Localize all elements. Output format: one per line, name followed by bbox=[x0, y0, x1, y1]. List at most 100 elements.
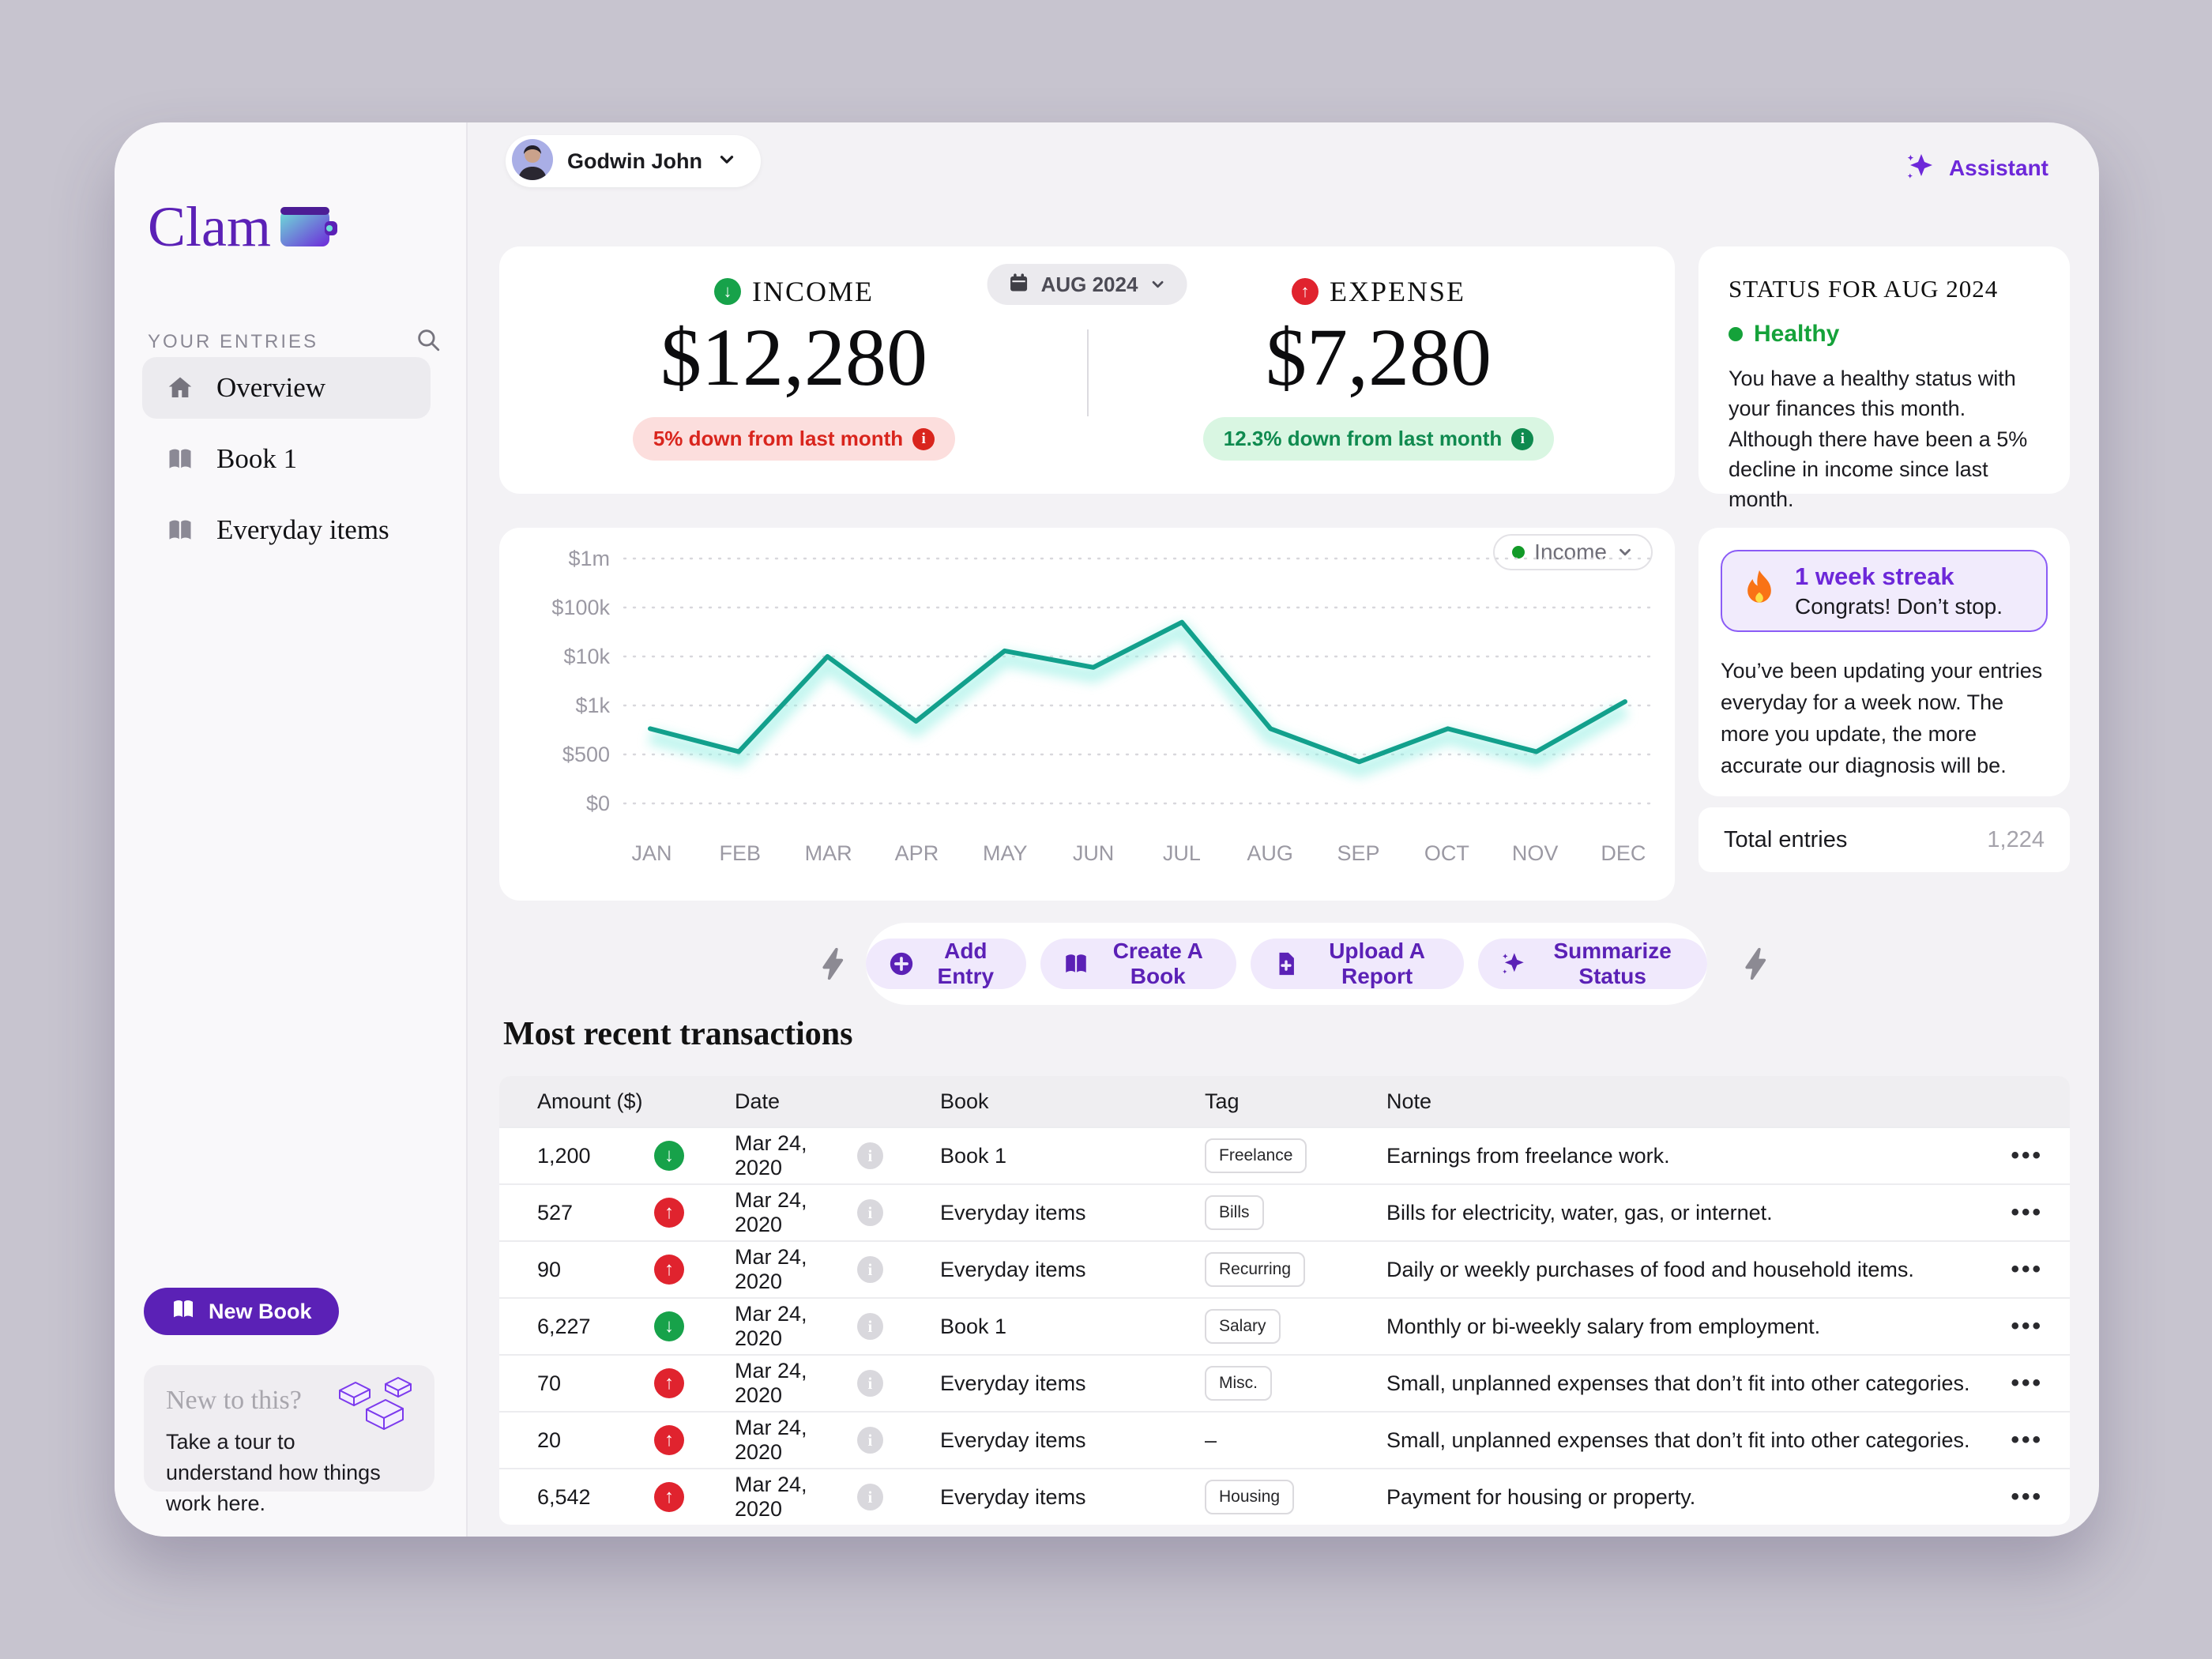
column-header-amount: Amount ($) bbox=[537, 1089, 643, 1113]
entries-header: YOUR ENTRIES bbox=[148, 326, 442, 357]
table-row[interactable]: 90 Mar 24, 2020 i Everyday items Recurri… bbox=[499, 1240, 2070, 1297]
chevron-down-icon bbox=[1152, 280, 1164, 288]
expense-value: $7,280 bbox=[1266, 312, 1492, 403]
expense-summary: ↑ EXPENSE $7,280 12.3% down from last mo… bbox=[1157, 275, 1600, 461]
expense-arrow-icon: ↑ bbox=[1291, 278, 1319, 305]
expense-change-badge[interactable]: 12.3% down from last month i bbox=[1202, 417, 1555, 461]
user-menu[interactable]: Godwin John bbox=[506, 135, 761, 187]
x-tick-label: OCT bbox=[1424, 841, 1469, 865]
direction-arrow-icon bbox=[654, 1255, 684, 1285]
direction-arrow-icon bbox=[654, 1198, 684, 1228]
info-icon[interactable]: i bbox=[856, 1370, 883, 1397]
y-tick-label: $0 bbox=[585, 792, 610, 815]
income-chart-svg bbox=[623, 557, 1653, 805]
income-summary: ↓ INCOME $12,280 5% down from last month… bbox=[573, 275, 1015, 461]
total-entries-card: Total entries 1,224 bbox=[1698, 807, 2070, 872]
info-icon[interactable]: i bbox=[856, 1142, 883, 1169]
amount-value: 70 bbox=[537, 1371, 562, 1395]
table-row[interactable]: 6,227 Mar 24, 2020 i Book 1 Salary Month… bbox=[499, 1297, 2070, 1354]
period-label: AUG 2024 bbox=[1040, 272, 1138, 296]
row-menu-button[interactable]: ••• bbox=[2011, 1484, 2043, 1510]
x-tick-label: APR bbox=[894, 841, 939, 865]
tag-chip: Housing bbox=[1205, 1480, 1295, 1514]
x-tick-label: NOV bbox=[1511, 841, 1559, 865]
book-value: Book 1 bbox=[940, 1314, 1007, 1338]
quick-action-label: Upload A Report bbox=[1329, 939, 1426, 988]
amount-value: 6,227 bbox=[537, 1314, 591, 1338]
tour-card[interactable]: New to this? Take a tour to understand h… bbox=[144, 1365, 434, 1515]
book-icon bbox=[1063, 950, 1089, 977]
info-icon[interactable]: i bbox=[856, 1427, 883, 1454]
chart-series-selector[interactable]: Income bbox=[1493, 534, 1653, 570]
period-selector[interactable]: AUG 2024 bbox=[987, 264, 1187, 305]
table-row[interactable]: 527 Mar 24, 2020 i Everyday items Bills … bbox=[499, 1183, 2070, 1240]
direction-arrow-icon bbox=[654, 1368, 684, 1398]
info-icon[interactable]: i bbox=[856, 1484, 883, 1510]
note-value: Daily or weekly purchases of food and ho… bbox=[1386, 1257, 1914, 1281]
healthy-dot-icon bbox=[1729, 327, 1743, 341]
quick-actions-bar: Add Entry Create A Book bbox=[866, 923, 1707, 1005]
wallet-icon bbox=[279, 202, 339, 255]
bolt-icon bbox=[818, 946, 852, 981]
transactions-heading: Most recent transactions bbox=[503, 1016, 853, 1052]
tag-chip: Misc. bbox=[1205, 1366, 1272, 1401]
income-arrow-icon: ↓ bbox=[714, 278, 741, 305]
sidebar-item[interactable]: Overview bbox=[142, 357, 431, 419]
table-row[interactable]: 6,542 Mar 24, 2020 i Everyday items Hous… bbox=[499, 1468, 2070, 1525]
book-value: Book 1 bbox=[940, 1143, 1007, 1168]
income-change-badge[interactable]: 5% down from last month i bbox=[632, 417, 956, 461]
total-entries-value: 1,224 bbox=[1987, 826, 2045, 852]
x-tick-label: FEB bbox=[719, 841, 762, 865]
info-icon[interactable]: i bbox=[856, 1256, 883, 1283]
table-row[interactable]: 1,200 Mar 24, 2020 i Book 1 Freelance Ea… bbox=[499, 1127, 2070, 1183]
book-value: Everyday items bbox=[940, 1428, 1086, 1452]
column-header-date: Date bbox=[735, 1089, 781, 1113]
app-logo: Clam bbox=[148, 198, 339, 255]
total-entries-label: Total entries bbox=[1724, 826, 1848, 852]
book-value: Everyday items bbox=[940, 1371, 1086, 1395]
quick-action-button[interactable]: Upload A Report bbox=[1250, 939, 1465, 989]
sidebar-nav: Overview Book 1 bbox=[142, 357, 431, 570]
quick-action-button[interactable]: Add Entry bbox=[866, 939, 1026, 989]
sidebar-item[interactable]: Book 1 bbox=[142, 428, 431, 490]
direction-arrow-icon bbox=[654, 1482, 684, 1512]
info-icon[interactable]: i bbox=[856, 1313, 883, 1340]
x-tick-label: MAR bbox=[804, 841, 852, 865]
row-menu-button[interactable]: ••• bbox=[2011, 1313, 2043, 1339]
note-value: Payment for housing or property. bbox=[1386, 1484, 1696, 1509]
transactions-body: 1,200 Mar 24, 2020 i Book 1 Freelance Ea… bbox=[499, 1127, 2070, 1525]
x-tick-label: DEC bbox=[1601, 841, 1646, 865]
note-value: Small, unplanned expenses that don’t fit… bbox=[1386, 1428, 1970, 1452]
streak-body: You’ve been updating your entries everyd… bbox=[1721, 659, 2043, 777]
info-icon[interactable]: i bbox=[856, 1199, 883, 1226]
streak-title: 1 week streak bbox=[1795, 562, 1954, 590]
row-menu-button[interactable]: ••• bbox=[2011, 1142, 2043, 1168]
sidebar-item[interactable]: Everyday items bbox=[142, 499, 431, 561]
quick-action-button[interactable]: Summarize Status bbox=[1478, 939, 1707, 989]
legend-label: Income bbox=[1534, 540, 1607, 564]
streak-card: 1 week streak Congrats! Don’t stop. You’… bbox=[1698, 528, 2070, 796]
row-menu-button[interactable]: ••• bbox=[2011, 1427, 2043, 1453]
x-tick-label: SEP bbox=[1337, 841, 1380, 865]
assistant-button[interactable]: Assistant bbox=[1905, 151, 2048, 185]
tag-chip: Recurring bbox=[1205, 1252, 1306, 1287]
x-tick-label: JUL bbox=[1162, 841, 1201, 865]
tag-chip: Freelance bbox=[1205, 1138, 1307, 1173]
row-menu-button[interactable]: ••• bbox=[2011, 1199, 2043, 1225]
sidebar-item-label: Everyday items bbox=[216, 514, 389, 545]
book-value: Everyday items bbox=[940, 1200, 1086, 1224]
quick-action-button[interactable]: Create A Book bbox=[1040, 939, 1236, 989]
table-row[interactable]: 70 Mar 24, 2020 i Everyday items Misc. S… bbox=[499, 1354, 2070, 1411]
new-book-button[interactable]: New Book bbox=[144, 1288, 339, 1335]
amount-value: 527 bbox=[537, 1200, 574, 1224]
y-tick-label: $10k bbox=[563, 645, 610, 668]
entries-section-label: YOUR ENTRIES bbox=[148, 330, 319, 352]
summary-card: AUG 2024 ↓ INCOME $12,280 5% down from l… bbox=[499, 246, 1675, 494]
search-icon[interactable] bbox=[415, 326, 442, 357]
quick-action-label: Create A Book bbox=[1112, 939, 1203, 988]
quick-action-label: Summarize Status bbox=[1553, 939, 1672, 988]
table-row[interactable]: 20 Mar 24, 2020 i Everyday items – Small… bbox=[499, 1411, 2070, 1468]
row-menu-button[interactable]: ••• bbox=[2011, 1370, 2043, 1396]
income-label: INCOME bbox=[752, 276, 874, 307]
row-menu-button[interactable]: ••• bbox=[2011, 1256, 2043, 1282]
